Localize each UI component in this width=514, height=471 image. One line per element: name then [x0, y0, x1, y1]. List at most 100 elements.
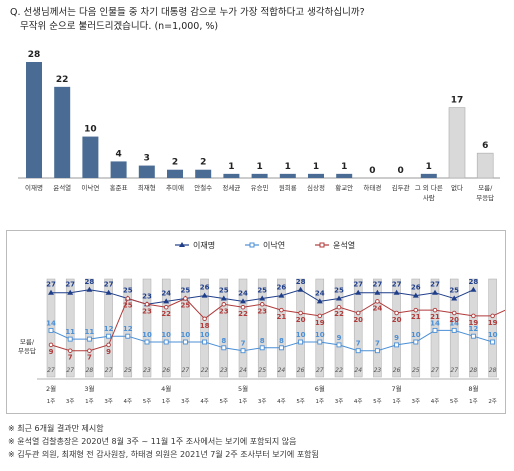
series-0-label-4: 25: [123, 287, 133, 295]
noresponse-bar-11: [257, 278, 267, 378]
bar-14: [420, 173, 437, 178]
series-1-label-10: 7: [241, 340, 246, 348]
noresponse-value-9: 23: [220, 367, 228, 374]
series-2-label-23: 19: [488, 319, 498, 327]
series-2-point-20: [432, 307, 438, 313]
series-1-label-22: 12: [469, 325, 479, 333]
noresponse-value-20: 27: [431, 367, 439, 374]
series-0-point-3: [105, 289, 112, 295]
bar-category-label-13: 김두관: [392, 183, 410, 192]
series-1-label-13: 10: [296, 331, 306, 339]
series-2-point-5: [144, 302, 150, 307]
series-0-point-18: [393, 289, 400, 295]
series-2-label-20: 21: [430, 313, 440, 321]
series-1-label-4: 12: [123, 325, 133, 333]
series-1-label-1: 11: [65, 328, 75, 336]
noresponse-bar-13: [296, 278, 305, 378]
series-0-label-3: 27: [104, 281, 114, 289]
noresponse-bar-9: [219, 278, 229, 378]
noresponse-value-6: 26: [162, 367, 170, 374]
noresponse-bar-7: [181, 278, 190, 378]
x-week-label-0-0: 1주: [47, 398, 56, 405]
noresponse-bar-14: [315, 278, 325, 378]
bar-value-label-3: 4: [115, 149, 121, 159]
bar-category-label-4: 최재형: [138, 183, 156, 192]
x-week-label-0-1: 3주: [66, 398, 75, 405]
noresponse-value-12: 24: [278, 367, 286, 374]
bar-category-label-12: 하태경: [363, 183, 381, 192]
bar-11: [336, 173, 353, 178]
series-0-point-1: [67, 289, 74, 295]
series-2-point-22: [471, 313, 476, 319]
series-0-point-6: [163, 298, 170, 304]
bar-7: [223, 173, 240, 178]
series-2-label-8: 18: [200, 322, 210, 330]
footnote-2: ※ 윤석열 검찰총장은 2020년 8월 3주 ~ 11월 1주 조사에서는 보…: [8, 437, 297, 446]
series-0-label-7: 25: [181, 287, 191, 295]
bar-category-label-10: 심상정: [307, 183, 325, 192]
x-month-label-1: 3월: [84, 384, 94, 393]
noresponse-value-19: 25: [412, 367, 420, 374]
series-0-point-11: [259, 295, 266, 301]
series-1-label-5: 10: [142, 331, 152, 339]
legend-marker-0: [179, 242, 185, 247]
series-2-label-13: 20: [296, 316, 306, 324]
noresponse-value-14: 27: [316, 367, 324, 374]
series-1-point-8: [202, 339, 208, 345]
bar-value-label-11: 1: [341, 162, 347, 172]
noresponse-value-4: 25: [124, 367, 132, 374]
series-2-label-16: 20: [353, 316, 363, 324]
bar-1: [54, 86, 71, 178]
noresponse-value-17: 23: [374, 367, 382, 374]
series-0-label-12: 26: [277, 284, 287, 292]
series-2-label-2: 7: [87, 354, 92, 362]
series-2-label-18: 20: [392, 316, 402, 324]
series-0-label-5: 23: [142, 292, 152, 300]
legend-marker-1: [249, 242, 255, 248]
question-line2: 무작위 순으로 불러드리겠습니다. (n=1,000, %): [20, 21, 219, 32]
series-2-label-1: 7: [68, 354, 73, 362]
series-0-label-20: 27: [430, 281, 440, 289]
series-1-point-3: [106, 333, 112, 339]
series-1-point-16: [355, 348, 361, 354]
series-2-point-12: [279, 307, 284, 313]
series-2-label-10: 22: [238, 310, 248, 318]
series-2-point-1: [67, 348, 73, 353]
bar-value-label-14: 1: [426, 162, 432, 172]
bar-value-label-10: 1: [313, 162, 319, 172]
series-1-label-18: 9: [394, 334, 399, 342]
noresponse-bar-22: [469, 278, 478, 378]
series-0-point-8: [201, 292, 208, 298]
series-1-label-7: 10: [181, 331, 191, 339]
x-week-label-1-0: 1주: [85, 398, 94, 405]
series-1-label-16: 7: [356, 340, 361, 348]
series-0-point-16: [355, 289, 362, 295]
noresponse-value-11: 25: [258, 367, 266, 374]
noresponse-bar-15: [334, 278, 344, 378]
series-1-point-10: [240, 348, 246, 354]
noresponse-bar-10: [238, 278, 248, 378]
bar-value-label-16: 6: [482, 141, 488, 151]
bar-9: [279, 173, 296, 178]
x-month-label-0: 2월: [46, 384, 56, 393]
x-week-label-5-3: 5주: [450, 398, 459, 405]
series-2-label-3: 9: [106, 348, 111, 356]
noresponse-bar-4: [123, 278, 133, 378]
legend-label-2: 윤석열: [333, 240, 355, 250]
noresponse-value-0: 27: [47, 367, 55, 374]
x-week-label-4-2: 4주: [354, 398, 363, 405]
legend-marker-2: [319, 242, 325, 248]
series-0-label-21: 25: [449, 287, 459, 295]
series-2-point-8: [202, 316, 207, 322]
series-2-label-7: 25: [181, 302, 191, 310]
series-2-point-23: [490, 313, 495, 319]
footnote-3: ※ 김두관 의원, 최재형 전 감사원장, 하태경 의원은 2021년 7월 2…: [8, 450, 319, 459]
bar-category-label-7: 정세균: [222, 183, 240, 192]
series-0-point-17: [374, 289, 381, 295]
series-2-point-9: [221, 302, 227, 307]
bar-value-label-12: 0: [369, 166, 375, 176]
noresponse-bar-3: [104, 278, 113, 378]
series-2-point-6: [163, 304, 169, 310]
bar-category-label-6: 안철수: [194, 183, 212, 192]
series-2-label-21: 20: [449, 316, 459, 324]
